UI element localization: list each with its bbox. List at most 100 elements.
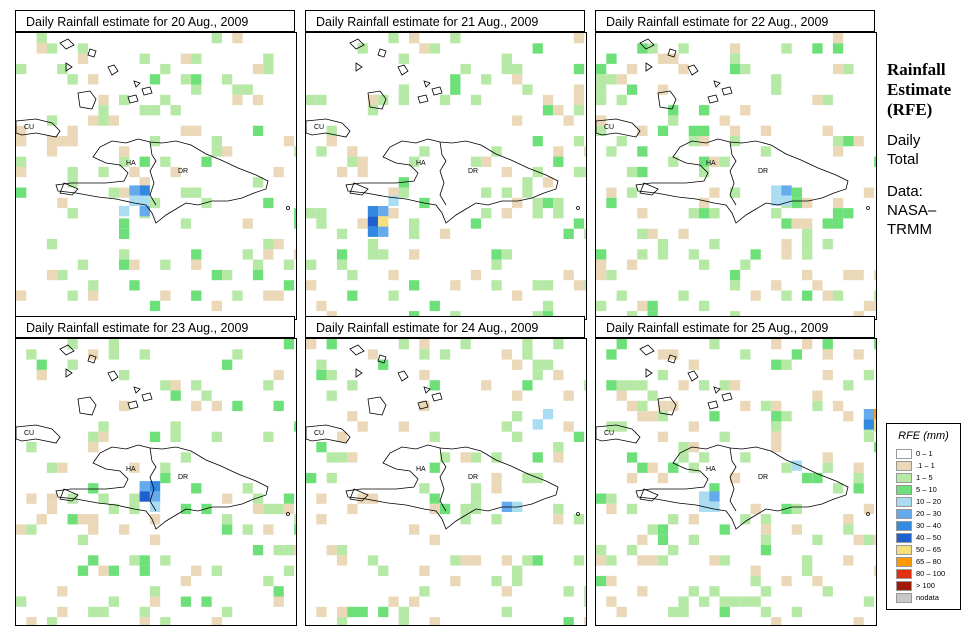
panel-20-aug: Daily Rainfall estimate for 20 Aug., 200… [15,10,297,320]
rain-cell [429,617,440,625]
rain-cell [626,472,638,484]
rain-cell [863,300,875,312]
rain-cell [316,369,327,381]
rain-cell [439,349,451,360]
rain-cell [512,411,523,422]
rain-cell [542,197,554,209]
rain-cell [139,349,150,360]
rain-cell [606,421,617,432]
rain-cell [67,359,78,370]
rain-cell [750,249,761,260]
rain-cell [760,534,772,545]
rain-cell [760,545,772,556]
rain-cell [771,208,782,219]
rain-cell [843,411,854,422]
rain-cell [378,359,389,370]
rain-cell [678,596,689,607]
rain-cell [149,105,161,116]
rain-cell [832,483,844,494]
legend-swatch [896,533,912,543]
rain-cell [306,259,317,270]
map-svg: CU HA DR [16,339,296,625]
rain-cell [491,575,502,587]
rain-cell [637,400,648,412]
small-island [866,512,870,516]
country-label-cu: CU [314,124,324,131]
rain-cell [771,359,782,370]
island-coast [127,94,139,104]
rain-cell [336,555,348,566]
rain-cell [388,208,399,219]
rain-cell [573,555,585,566]
rain-cell [542,300,554,312]
rain-cell [470,555,482,566]
rain-cell [729,43,741,54]
rain-cell [501,166,512,178]
rain-cell [853,483,864,494]
rain-cell [843,380,854,391]
rain-cell [657,369,669,381]
rain-cell [719,431,730,442]
rain-cell [822,239,833,250]
rain-cell [542,177,554,188]
rain-cell [16,63,27,75]
rain-cell [573,33,585,44]
rain-cell [729,125,741,136]
rain-cell [791,503,802,515]
rain-cell [501,63,512,75]
rain-cell [263,290,274,301]
panel-title: Daily Rainfall estimate for 22 Aug., 200… [595,10,875,32]
rain-cell [222,606,233,618]
rain-cell [16,125,27,136]
rain-cell [501,187,512,198]
rain-cell [294,421,296,432]
rain-cell [573,94,585,106]
rain-cell [398,94,409,106]
coastline [16,38,290,224]
rain-cell [46,493,58,504]
rain-cell [532,43,543,54]
rain-cell [222,146,233,157]
rain-cell [139,555,150,566]
rain-cell [273,239,284,250]
rain-cell [398,421,409,432]
rain-cell [326,339,337,350]
rain-cell [812,575,823,587]
rain-cell [699,259,710,270]
rain-cell [729,472,741,484]
rain-cell [822,349,833,360]
rain-cell [88,483,99,494]
rain-cell [170,421,181,432]
rain-cell [16,187,27,198]
legend-label: nodata [916,593,939,602]
rain-cell [522,349,533,360]
rain-cell [626,187,638,198]
hispaniola-coast [55,444,269,530]
rain-cells [596,339,876,625]
rain-cell [16,290,27,301]
rain-cell [357,218,368,229]
rain-cell [388,187,399,198]
rain-cell [699,596,710,607]
rain-cell [760,524,772,535]
legend-item: 40 – 50 [887,532,960,544]
island-coast [707,400,719,410]
rain-cell [822,462,833,473]
island-coast [59,38,75,50]
island-coast [687,64,699,76]
rain-cell [532,419,543,430]
rain-cell [88,115,99,126]
rain-cell [77,534,89,545]
rain-cell [616,390,627,401]
rain-cell [863,534,875,545]
rain-cell [357,606,368,618]
rain-cell [843,524,854,535]
rain-cell [283,503,295,515]
rain-cell [709,156,720,167]
cuba-coast [596,118,641,138]
country-label-cu: CU [604,124,614,131]
rain-cell [606,555,617,566]
rain-cell [542,409,554,420]
rain-cell [584,280,586,291]
rain-cell [553,146,564,157]
